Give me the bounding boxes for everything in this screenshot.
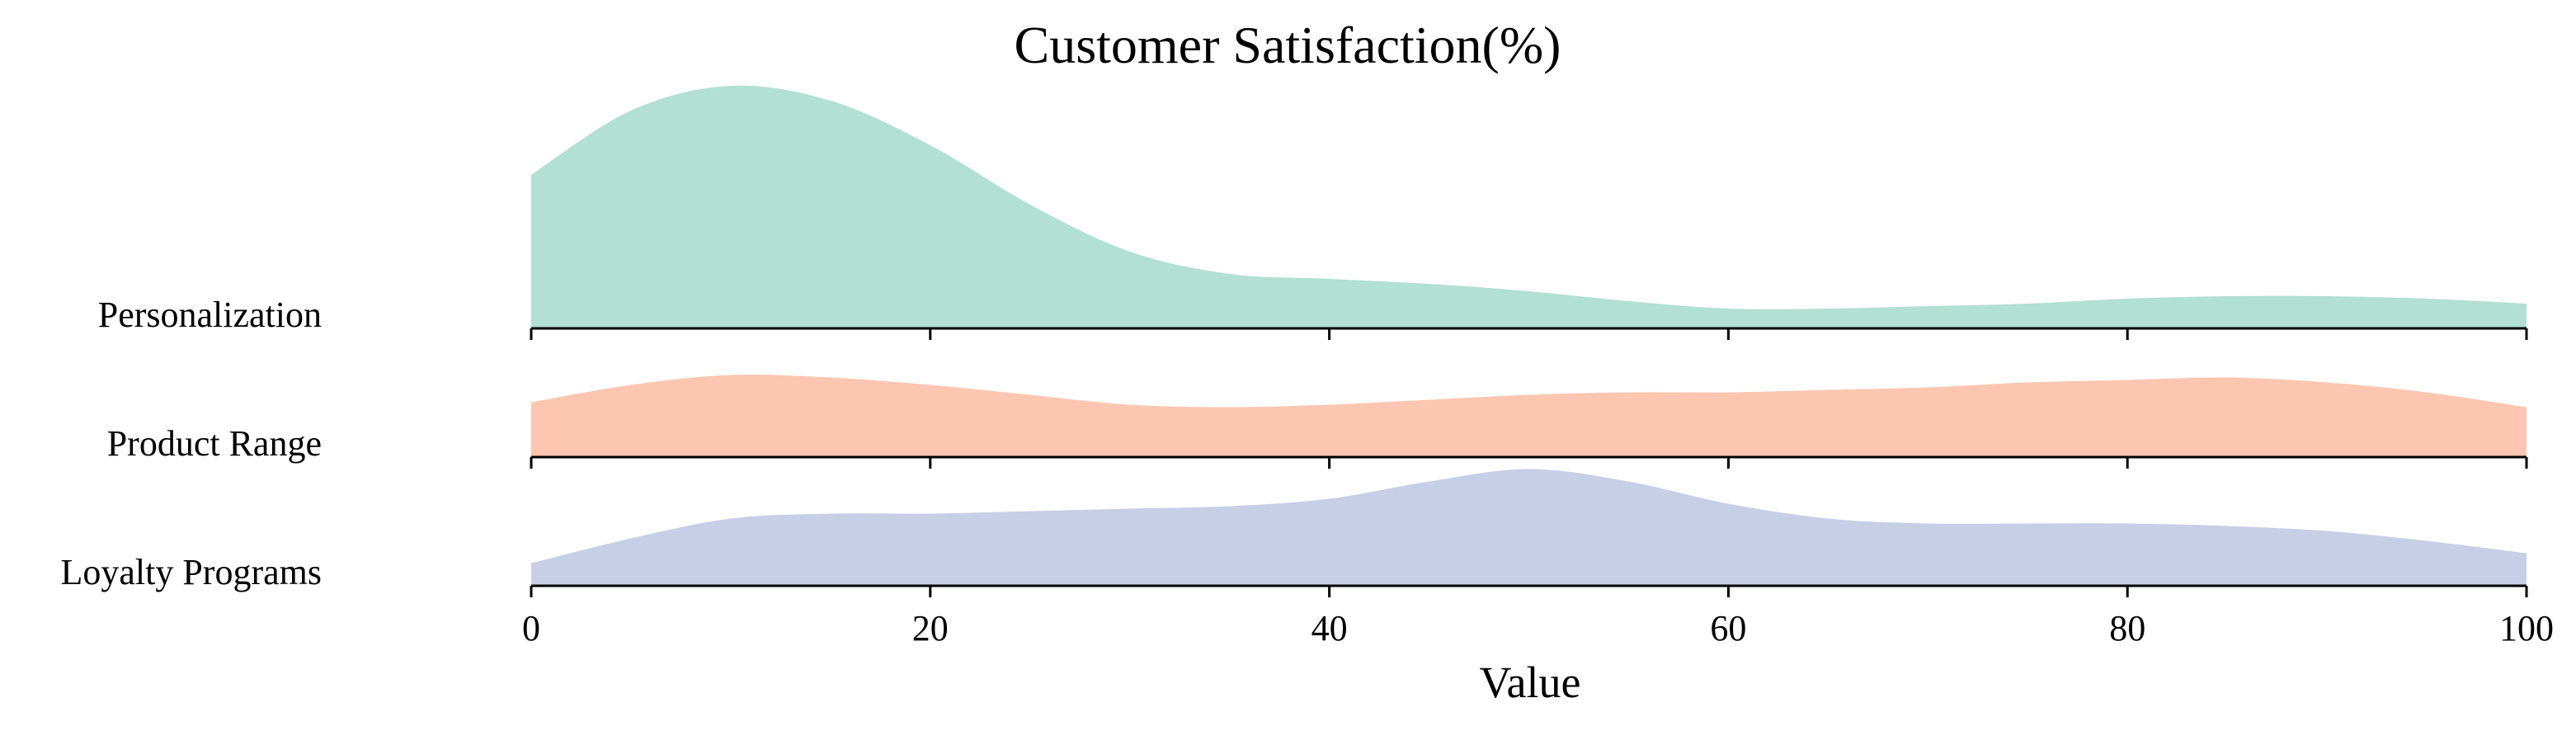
x-tick-label-60: 60	[1710, 608, 1746, 648]
row-label-loyalty-programs: Loyalty Programs	[60, 552, 322, 592]
ridge-area-loyalty-programs	[531, 467, 2527, 586]
x-ticks-layer: 0 20 40 60 80 100	[522, 608, 2554, 648]
x-tick-label-40: 40	[1312, 608, 1348, 648]
x-tick-label-100: 100	[2499, 608, 2554, 648]
ridge-outline-product-range	[530, 370, 2527, 408]
ridge-outline-loyalty-programs	[530, 465, 2527, 564]
row-label-product-range: Product Range	[107, 423, 322, 464]
ridge-area-product-range	[531, 372, 2527, 457]
ridges-layer: Personalization Product Range Loyalty Prog…	[60, 85, 2528, 597]
x-tick-label-0: 0	[522, 608, 540, 648]
row-label-personalization: Personalization	[98, 295, 322, 335]
x-axis-label: Value	[1480, 658, 1581, 707]
ridge-area-personalization	[531, 85, 2527, 328]
chart-title: Customer Satisfaction(%)	[1015, 16, 1561, 74]
x-tick-label-20: 20	[912, 608, 949, 648]
x-tick-label-80: 80	[2109, 608, 2145, 648]
